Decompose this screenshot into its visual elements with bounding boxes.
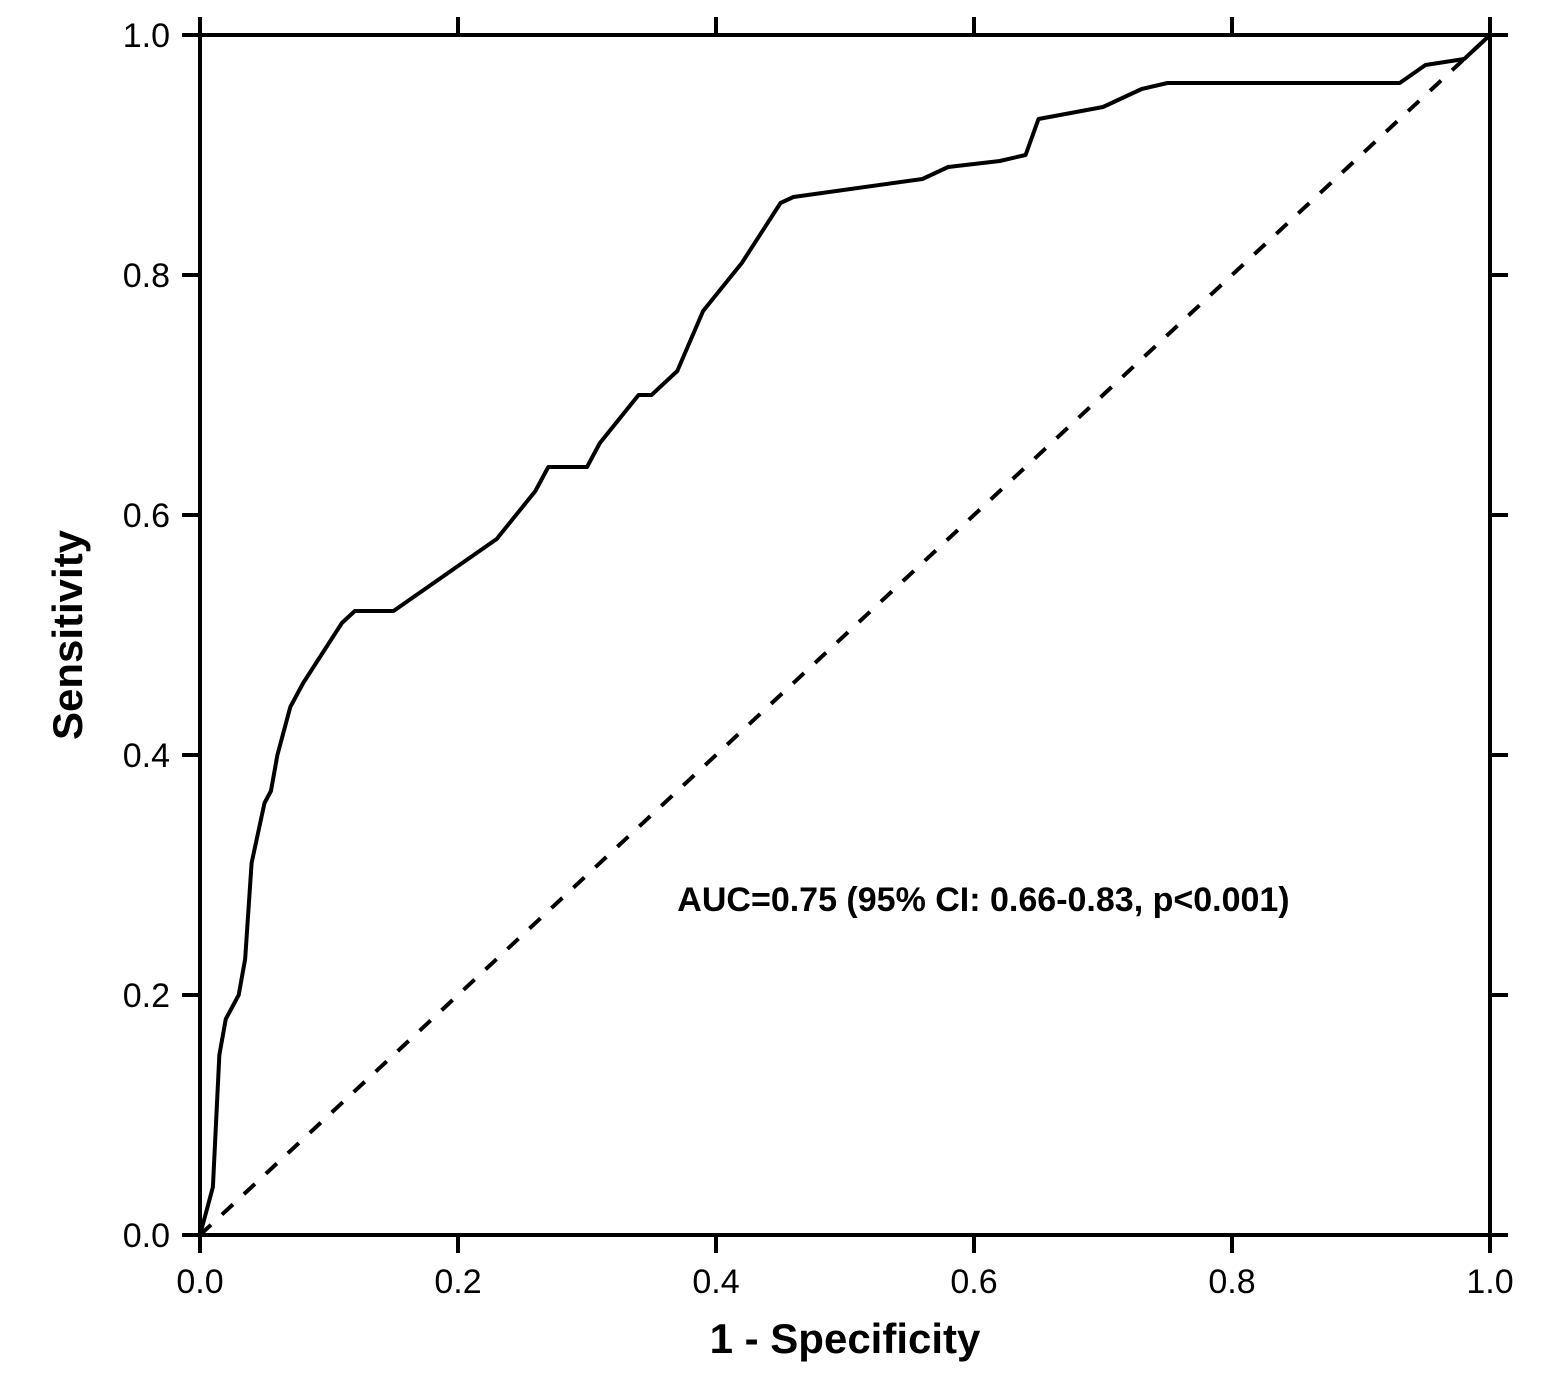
auc-annotation: AUC=0.75 (95% CI: 0.66-0.83, p<0.001) [677,881,1289,919]
x-axis-label: 1 - Specificity [710,1315,981,1362]
x-tick-label: 0.8 [1208,1263,1255,1301]
y-tick-label: 0.8 [123,257,170,295]
y-tick-label: 1.0 [123,17,170,55]
x-tick-label: 0.2 [434,1263,481,1301]
x-tick-label: 0.0 [176,1263,223,1301]
x-tick-label: 1.0 [1466,1263,1513,1301]
x-tick-label: 0.6 [950,1263,997,1301]
roc-svg: 0.0 0.2 0.4 0.6 0.8 1.0 0.0 0.2 0.4 0.6 0.8 1.0 AUC=… [0,0,1553,1393]
y-tick-label: 0.0 [123,1217,170,1255]
y-axis-label: Sensitivity [44,529,91,740]
y-tick-label: 0.2 [123,977,170,1015]
reference-line [200,35,1490,1235]
roc-chart: 0.0 0.2 0.4 0.6 0.8 1.0 0.0 0.2 0.4 0.6 0.8 1.0 AUC=… [0,0,1553,1393]
x-tick-label: 0.4 [692,1263,739,1301]
y-tick-label: 0.4 [123,737,170,775]
y-tick-label: 0.6 [123,497,170,535]
